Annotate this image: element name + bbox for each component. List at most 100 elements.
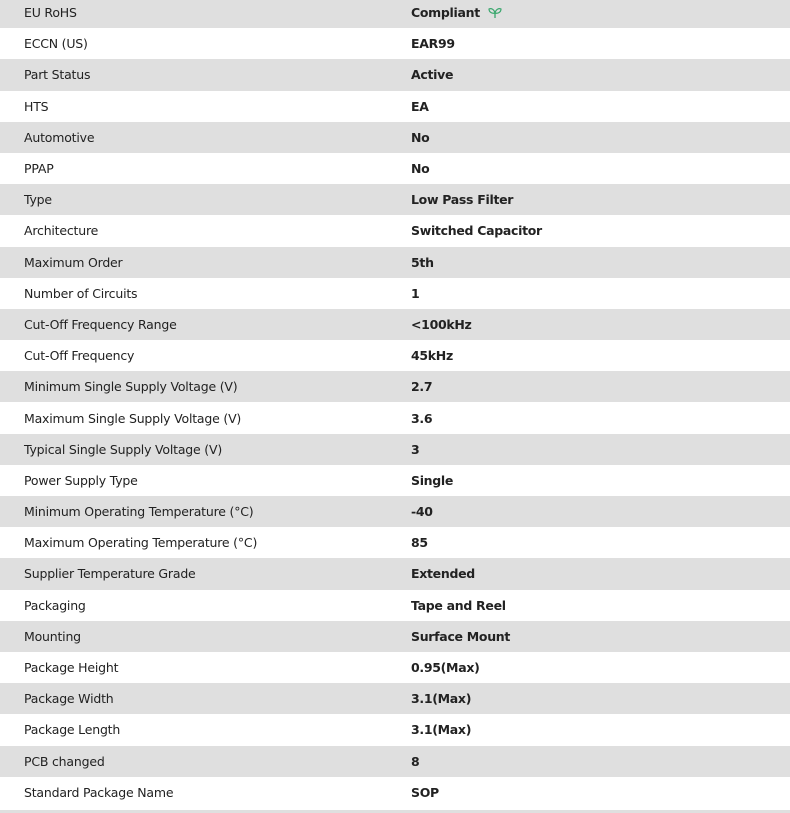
spec-value: Surface Mount (411, 629, 510, 644)
spec-value: EA (411, 99, 429, 114)
spec-value: 8 (411, 753, 420, 769)
spec-value-text: Tape and Reel (411, 597, 506, 613)
spec-label: Packaging (24, 597, 86, 613)
spec-value-text: 3.1(Max) (411, 691, 472, 707)
spec-value-text: No (411, 129, 430, 145)
spec-label: Number of Circuits (24, 285, 138, 301)
spec-row: Minimum Single Supply Voltage (V) 2.7 (0, 371, 790, 403)
spec-row: Architecture Switched Capacitor (0, 215, 790, 247)
spec-label: Package Width (24, 691, 114, 707)
spec-row: Package Height 0.95(Max) (0, 651, 790, 684)
spec-value: No (411, 161, 430, 177)
spec-label: Standard Package Name (24, 784, 174, 800)
spec-label: Maximum Order (24, 254, 123, 270)
spec-value: Low Pass Filter (411, 192, 513, 207)
table-bottom-border (0, 810, 790, 813)
spec-value: EAR99 (411, 36, 455, 51)
spec-value: Compliant (411, 5, 502, 20)
spec-row: Type Low Pass Filter (0, 184, 790, 216)
spec-value-text: 3.1(Max) (411, 722, 472, 738)
leaf-icon (488, 7, 502, 19)
spec-label: Automotive (24, 129, 95, 145)
spec-value: -40 (411, 504, 433, 519)
spec-value: 0.95(Max) (411, 660, 480, 675)
spec-value: 85 (411, 535, 428, 550)
spec-row: Maximum Order 5th (0, 246, 790, 278)
spec-label: Power Supply Type (24, 472, 138, 488)
spec-label: PCB changed (24, 753, 105, 769)
spec-label: PPAP (24, 161, 54, 177)
spec-label: Typical Single Supply Voltage (V) (24, 441, 223, 457)
spec-label: ECCN (US) (24, 36, 88, 52)
spec-label: Cut-Off Frequency Range (24, 316, 177, 332)
spec-value: Active (411, 67, 453, 82)
spec-row: Package Width 3.1(Max) (0, 683, 790, 715)
spec-label: Maximum Single Supply Voltage (V) (24, 410, 242, 426)
spec-label: Minimum Operating Temperature (°C) (24, 504, 254, 520)
spec-label: Supplier Temperature Grade (24, 566, 196, 582)
spec-value: SOP (411, 785, 439, 800)
spec-value-text: SOP (411, 784, 439, 800)
spec-row: ECCN (US) EAR99 (0, 28, 790, 60)
spec-label: EU RoHS (24, 5, 77, 21)
spec-label: Minimum Single Supply Voltage (V) (24, 379, 238, 395)
spec-row: HTS EA (0, 90, 790, 122)
spec-value-text: Compliant (411, 5, 480, 21)
spec-value: 3.1(Max) (411, 722, 471, 737)
spec-value: Switched Capacitor (411, 223, 542, 238)
spec-value-text: 1 (411, 285, 420, 301)
spec-value: 1 (411, 285, 420, 301)
spec-row: PCB changed 8 (0, 745, 790, 777)
spec-value-text: <100kHz (411, 316, 472, 332)
spec-value-text: 0.95(Max) (411, 660, 480, 676)
spec-value-text: 85 (411, 535, 428, 551)
spec-value-text: Low Pass Filter (411, 192, 514, 208)
spec-label: Package Length (24, 722, 121, 738)
spec-value-text: Surface Mount (411, 628, 511, 644)
spec-row: PPAP No (0, 152, 790, 185)
spec-value: No (411, 129, 430, 145)
spec-row: Maximum Single Supply Voltage (V) 3.6 (0, 402, 790, 434)
spec-row: Automotive No (0, 121, 790, 153)
spec-label: Mounting (24, 628, 81, 644)
spec-value-text: 5th (411, 254, 434, 270)
spec-label: Part Status (24, 67, 91, 83)
spec-row: Typical Single Supply Voltage (V) 3 (0, 433, 790, 465)
spec-row: Minimum Operating Temperature (°C) -40 (0, 496, 790, 528)
spec-label: Architecture (24, 223, 99, 239)
spec-value-text: No (411, 161, 430, 177)
spec-row: Cut-Off Frequency 45kHz (0, 340, 790, 372)
spec-value-text: 8 (411, 753, 420, 769)
spec-value-text: Extended (411, 566, 475, 582)
spec-value: 3.1(Max) (411, 691, 471, 706)
spec-row: Maximum Operating Temperature (°C) 85 (0, 527, 790, 559)
spec-value: 3 (411, 441, 420, 457)
spec-value: Single (411, 473, 453, 488)
spec-value: 5th (411, 255, 434, 270)
spec-label: Type (24, 192, 52, 208)
spec-value-text: 3.6 (411, 410, 433, 426)
spec-value-text: 2.7 (411, 379, 433, 395)
spec-value-text: EAR99 (411, 36, 455, 52)
spec-value-text: Switched Capacitor (411, 223, 542, 239)
spec-label: Cut-Off Frequency (24, 348, 135, 364)
spec-row: Cut-Off Frequency Range <100kHz (0, 308, 790, 341)
spec-row: Mounting Surface Mount (0, 620, 790, 652)
spec-value-text: 3 (411, 441, 420, 457)
spec-row: EU RoHS Compliant (0, 0, 790, 29)
spec-row: Standard Package Name SOP (0, 776, 790, 808)
spec-value-text: EA (411, 98, 429, 114)
spec-value: Tape and Reel (411, 598, 506, 613)
spec-value-text: -40 (411, 504, 433, 520)
spec-row: Number of Circuits 1 (0, 277, 790, 309)
spec-value: 3.6 (411, 410, 433, 426)
spec-value: 45kHz (411, 348, 453, 363)
spec-row: Part Status Active (0, 59, 790, 91)
spec-value-text: Single (411, 472, 454, 488)
spec-row: Packaging Tape and Reel (0, 589, 790, 621)
spec-label: Maximum Operating Temperature (°C) (24, 535, 258, 551)
spec-row: Power Supply Type Single (0, 464, 790, 496)
spec-label: HTS (24, 98, 49, 114)
spec-value: 2.7 (411, 379, 433, 395)
